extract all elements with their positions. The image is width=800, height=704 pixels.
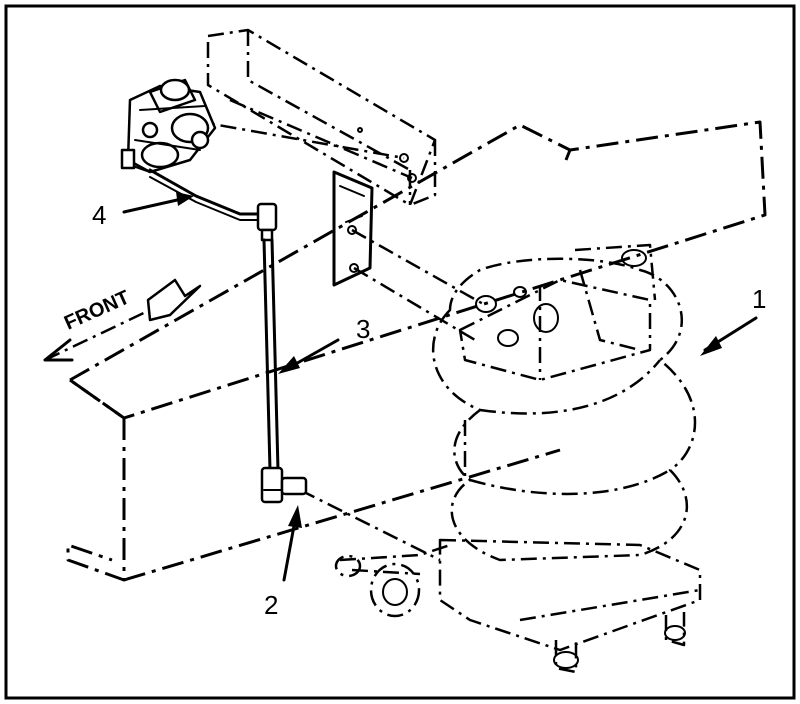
upper-bracket (206, 28, 437, 207)
callout-2-label: 2 (264, 590, 278, 620)
front-label: FRONT (61, 286, 133, 334)
callout-1-label: 1 (752, 284, 766, 314)
sensor-mounting-plate (332, 170, 374, 287)
frame-rail (66, 120, 767, 582)
callout-3: 3 (278, 314, 370, 374)
figure-border (4, 4, 796, 700)
callout-1: 1 (700, 284, 766, 356)
sensor-arm (148, 168, 264, 221)
callout-4-label: 4 (92, 200, 106, 230)
air-spring (334, 243, 702, 674)
fastener-centerlines (189, 98, 486, 562)
callout-3-label: 3 (356, 314, 370, 344)
callout-2: 2 (264, 505, 302, 620)
sensor-link (256, 202, 308, 504)
callout-4: 4 (92, 192, 194, 230)
height-sensor (120, 78, 217, 174)
